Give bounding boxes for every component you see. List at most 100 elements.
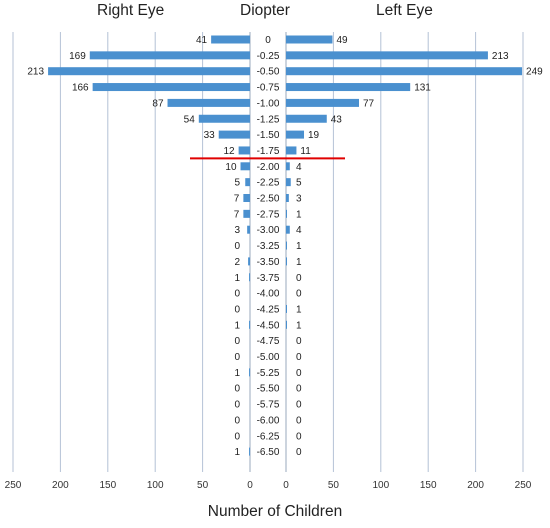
right-eye-header: Right Eye [97, 2, 165, 19]
diopter-header: Diopter [240, 2, 290, 19]
left-eye-bar [286, 225, 290, 234]
right-eye-bar [249, 273, 251, 282]
diopter-label: -5.75 [257, 400, 280, 411]
right-eye-value-label: 33 [204, 130, 216, 141]
right-eye-bar [249, 368, 251, 377]
diopter-label: -5.25 [257, 368, 280, 379]
left-eye-bar [286, 67, 523, 76]
diopter-label: -3.00 [257, 225, 280, 236]
left-eye-value-label: 43 [331, 114, 343, 125]
right-eye-value-label: 0 [234, 304, 240, 315]
left-eye-bar [286, 35, 333, 44]
left-eye-value-label: 1 [296, 257, 302, 268]
diopter-label: -1.25 [257, 114, 280, 125]
left-eye-bar [286, 257, 287, 266]
x-tick-label-right-100: 100 [147, 480, 164, 491]
right-eye-value-label: 3 [234, 225, 240, 236]
diopter-label: -1.50 [257, 130, 280, 141]
diopter-label: -1.75 [257, 146, 280, 157]
right-eye-bar [167, 98, 250, 107]
right-eye-value-label: 41 [196, 35, 208, 46]
diopter-label: -0.50 [257, 67, 280, 78]
x-tick-label-right-50: 50 [197, 480, 209, 491]
right-eye-bar [89, 51, 251, 60]
left-eye-value-label: 213 [492, 51, 509, 62]
left-eye-value-label: 0 [296, 273, 302, 284]
left-eye-value-label: 1 [296, 304, 302, 315]
diopter-label: -0.25 [257, 51, 280, 62]
right-eye-value-label: 169 [69, 51, 86, 62]
right-eye-bar [245, 178, 250, 187]
diopter-label: -5.50 [257, 384, 280, 395]
left-eye-bar [286, 194, 289, 202]
x-tick-label-right-250: 250 [5, 480, 22, 491]
x-tick-label-right-0: 0 [247, 480, 253, 491]
left-eye-value-label: 0 [296, 384, 302, 395]
diopter-label: -6.25 [257, 431, 280, 442]
left-eye-bar [286, 178, 291, 187]
diopter-label: -2.25 [257, 178, 280, 189]
diopter-label: -2.50 [257, 194, 280, 205]
right-eye-value-label: 2 [234, 257, 240, 268]
diopter-label: -3.50 [257, 257, 280, 268]
right-eye-value-label: 12 [223, 146, 235, 157]
left-eye-bar [286, 98, 359, 107]
x-tick-label-left-150: 150 [420, 480, 437, 491]
diopter-label: -4.25 [257, 304, 280, 315]
left-eye-value-label: 4 [296, 162, 302, 173]
diopter-label: -4.50 [257, 320, 280, 331]
left-eye-value-label: 0 [296, 368, 302, 379]
right-eye-bar [92, 83, 250, 92]
right-eye-bar [48, 67, 250, 76]
right-eye-value-label: 0 [234, 384, 240, 395]
left-eye-value-label: 0 [296, 415, 302, 426]
diopter-label: 0 [265, 35, 271, 46]
right-eye-bar [218, 130, 250, 139]
right-eye-value-label: 54 [184, 114, 196, 125]
right-eye-value-label: 5 [234, 178, 240, 189]
right-eye-bar [243, 194, 250, 202]
left-eye-value-label: 77 [363, 98, 375, 109]
right-eye-value-label: 0 [234, 289, 240, 300]
right-eye-value-label: 87 [152, 98, 164, 109]
diopter-label: -6.00 [257, 415, 280, 426]
right-eye-value-label: 10 [225, 162, 237, 173]
left-eye-value-label: 0 [296, 289, 302, 300]
left-eye-bar [286, 241, 287, 250]
left-eye-value-label: 0 [296, 431, 302, 442]
left-eye-value-label: 5 [296, 178, 302, 189]
right-eye-value-label: 7 [234, 194, 240, 205]
right-eye-value-label: 0 [234, 352, 240, 363]
left-eye-value-label: 3 [296, 194, 302, 205]
left-eye-bar [286, 146, 297, 155]
left-eye-header: Left Eye [376, 2, 433, 19]
left-eye-value-label: 4 [296, 225, 302, 236]
right-eye-bar [240, 162, 250, 171]
diopter-label: -4.00 [257, 289, 280, 300]
right-eye-value-label: 0 [234, 415, 240, 426]
left-eye-value-label: 131 [414, 83, 431, 94]
left-eye-value-label: 1 [296, 320, 302, 331]
diopter-label: -6.50 [257, 447, 280, 458]
left-eye-value-label: 49 [336, 35, 348, 46]
left-eye-bar [286, 51, 488, 60]
left-eye-bar [286, 320, 287, 329]
right-eye-value-label: 1 [234, 368, 240, 379]
diopter-label: -4.75 [257, 336, 280, 347]
right-eye-bar [247, 225, 250, 234]
x-tick-label-left-0: 0 [283, 480, 289, 491]
right-eye-value-label: 1 [234, 447, 240, 458]
left-eye-bar [286, 304, 287, 313]
left-eye-value-label: 19 [308, 130, 320, 141]
x-axis-label: Number of Children [207, 503, 343, 520]
left-eye-bar [286, 209, 287, 218]
diopter-label: -1.00 [257, 98, 280, 109]
diopter-label: -3.25 [257, 241, 280, 252]
left-eye-bar [286, 162, 290, 171]
diopter-label: -2.00 [257, 162, 280, 173]
left-eye-bar [286, 83, 411, 92]
diopter-label: -3.75 [257, 273, 280, 284]
diopter-label: -2.75 [257, 209, 280, 220]
right-eye-bar [243, 209, 250, 218]
